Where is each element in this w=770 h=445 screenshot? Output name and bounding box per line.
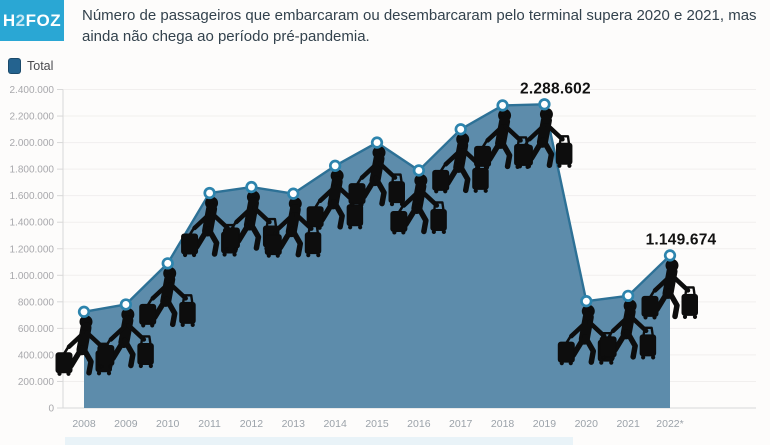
x-tick-label: 2009 bbox=[114, 418, 138, 430]
data-point-2011[interactable] bbox=[203, 186, 216, 200]
data-point-2008[interactable] bbox=[77, 305, 91, 318]
y-tick-label: 1.200.000 bbox=[10, 244, 55, 255]
x-tick-label: 2015 bbox=[365, 418, 389, 430]
footer-strip bbox=[65, 437, 573, 445]
y-tick-label: 2.200.000 bbox=[10, 112, 55, 123]
area-fill bbox=[84, 104, 670, 408]
x-tick-label: 2016 bbox=[407, 418, 431, 430]
x-tick-label: 2014 bbox=[323, 418, 347, 430]
data-point-markers bbox=[77, 98, 677, 318]
data-point-2012[interactable] bbox=[245, 180, 258, 194]
data-point-2022*[interactable] bbox=[663, 249, 677, 262]
legend[interactable]: Total bbox=[8, 58, 53, 74]
y-tick-label: 1.400.000 bbox=[10, 218, 55, 229]
data-point-2021[interactable] bbox=[621, 289, 635, 303]
data-point-2013[interactable] bbox=[287, 187, 300, 200]
data-point-2014[interactable] bbox=[328, 159, 342, 172]
x-tick-label: 2010 bbox=[156, 418, 180, 430]
y-tick-label: 0 bbox=[48, 404, 54, 415]
x-tick-label: 2021 bbox=[616, 418, 640, 430]
x-tick-label: 2013 bbox=[282, 418, 306, 430]
y-tick-label: 200.000 bbox=[18, 377, 55, 388]
legend-swatch-total bbox=[8, 58, 21, 74]
legend-label-total: Total bbox=[27, 59, 54, 73]
x-tick-label: 2008 bbox=[72, 418, 96, 430]
y-tick-label: 1.600.000 bbox=[10, 191, 55, 202]
h2foz-logo[interactable]: H2FOZ bbox=[0, 0, 64, 41]
annotation-2019: 2.288.602 bbox=[520, 80, 591, 97]
x-tick-label: 2019 bbox=[533, 418, 557, 430]
data-point-2010[interactable] bbox=[161, 257, 174, 270]
data-point-2016[interactable] bbox=[412, 164, 426, 177]
y-tick-label: 800.000 bbox=[18, 297, 55, 308]
data-point-2009[interactable] bbox=[119, 298, 133, 311]
x-tick-label: 2018 bbox=[491, 418, 515, 430]
y-tick-label: 2.000.000 bbox=[10, 138, 55, 149]
value-annotations: 2.288.602 1.149.674 bbox=[520, 80, 717, 248]
x-tick-label: 2012 bbox=[240, 418, 264, 430]
y-tick-label: 1.000.000 bbox=[10, 271, 55, 282]
chart-title: Número de passageiros que embarcaram ou … bbox=[82, 7, 757, 45]
data-point-2017[interactable] bbox=[454, 123, 467, 136]
data-point-2020[interactable] bbox=[580, 295, 593, 308]
data-point-2015[interactable] bbox=[370, 136, 384, 149]
y-tick-label: 600.000 bbox=[18, 324, 55, 335]
y-tick-label: 2.400.000 bbox=[10, 85, 55, 96]
axis-labels: 0 200.000 400.000 600.000 800.000 1.000.000 1.… bbox=[10, 85, 684, 430]
y-tick-label: 1.800.000 bbox=[10, 165, 55, 176]
x-tick-label: 2017 bbox=[449, 418, 473, 430]
y-tick-label: 400.000 bbox=[18, 350, 55, 361]
x-tick-label: 2011 bbox=[198, 418, 221, 430]
annotation-2022*: 1.149.674 bbox=[646, 231, 717, 248]
data-point-2018[interactable] bbox=[496, 99, 509, 112]
logo-text: H2FOZ bbox=[2, 10, 62, 30]
x-tick-label: 2022* bbox=[656, 418, 683, 430]
x-tick-label: 2020 bbox=[575, 418, 599, 430]
data-point-2019[interactable] bbox=[538, 98, 551, 111]
